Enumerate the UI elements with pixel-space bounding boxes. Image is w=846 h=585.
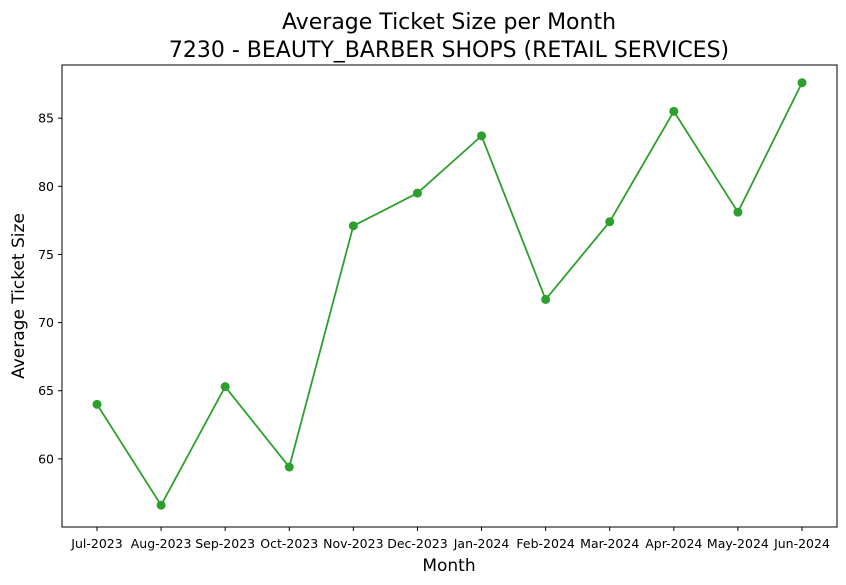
x-tick-label: Jul-2023 [70, 536, 122, 551]
y-tick-label: 60 [38, 451, 54, 466]
x-tick-label: Dec-2023 [387, 536, 448, 551]
plot-frame [61, 64, 838, 528]
x-tick-label: Mar-2024 [580, 536, 639, 551]
x-tick-label: Sep-2023 [195, 536, 255, 551]
data-point [92, 399, 102, 409]
x-tick-label: Feb-2024 [516, 536, 575, 551]
data-point [348, 221, 358, 231]
series-layer [92, 78, 807, 510]
y-axis: 60 65 70 75 80 85 [38, 111, 62, 466]
x-tick-label: May-2024 [707, 536, 769, 551]
data-point [156, 500, 166, 510]
data-point [669, 106, 679, 116]
x-tick-label: Apr-2024 [645, 536, 702, 551]
x-tick-label: Oct-2023 [260, 536, 318, 551]
x-tick-label: Nov-2023 [323, 536, 383, 551]
data-point [605, 217, 615, 227]
data-point [733, 207, 743, 217]
data-point [220, 382, 230, 392]
data-point [477, 131, 487, 141]
x-tick-label: Jan-2024 [453, 536, 510, 551]
x-axis: Jul-2023 Aug-2023 Sep-2023 Oct-2023 Nov-2023… [70, 527, 830, 551]
chart-title: Average Ticket Size per Month [282, 10, 616, 35]
data-point [412, 188, 422, 198]
y-tick-label: 80 [38, 179, 54, 194]
data-point [284, 462, 294, 472]
data-point [797, 78, 807, 88]
x-axis-label: Month [422, 556, 475, 576]
x-tick-label: Jun-2024 [773, 536, 830, 551]
x-tick-label: Aug-2023 [131, 536, 192, 551]
chart-subtitle: 7230 - BEAUTY_BARBER SHOPS (RETAIL SERVI… [169, 38, 729, 63]
data-point [541, 294, 551, 304]
y-tick-label: 65 [38, 383, 54, 398]
y-tick-label: 70 [38, 315, 54, 330]
y-axis-label: Average Ticket Size [9, 213, 29, 379]
y-tick-label: 75 [38, 247, 54, 262]
series-line [96, 82, 803, 507]
y-tick-label: 85 [38, 111, 54, 126]
